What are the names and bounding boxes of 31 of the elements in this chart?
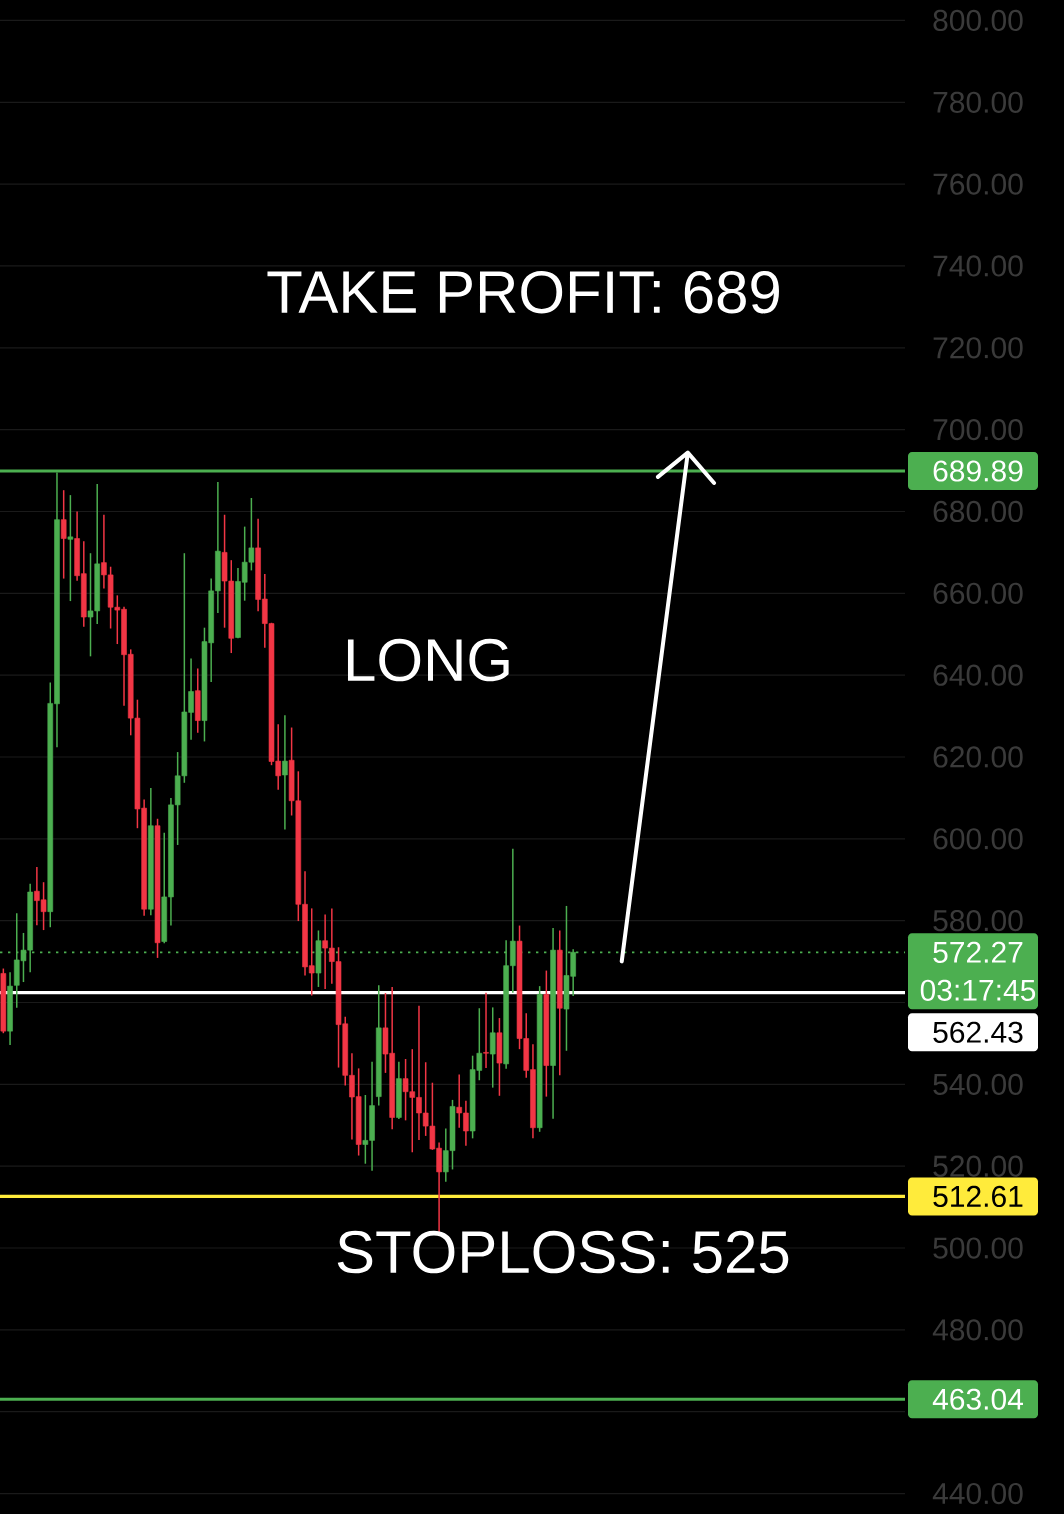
y-tick-label: 620.00 — [933, 746, 1023, 768]
ref-line-label: 689.89 — [933, 460, 1023, 482]
ref-line-label: 572.27 — [933, 941, 1023, 963]
y-tick-label: 580.00 — [933, 910, 1023, 932]
candlestick — [282, 714, 288, 831]
y-tick-label: 480.00 — [932, 1319, 1023, 1341]
candlestick — [489, 1006, 496, 1089]
ref-line-label: 512.61 — [933, 1185, 1023, 1208]
y-tick-label: 740.00 — [933, 255, 1023, 277]
text: 03:17:45 — [920, 979, 1036, 1001]
y-tick-label: 600.00 — [933, 828, 1023, 850]
annotation: LONG — [347, 638, 509, 682]
y-tick-label: 700.00 — [933, 419, 1023, 441]
y-tick-label: 640.00 — [933, 664, 1023, 686]
candlestick — [60, 489, 67, 580]
ref-line-label: 562.43 — [933, 1021, 1023, 1043]
candlestick — [67, 494, 74, 602]
candlestick — [483, 991, 489, 1069]
annotation: STOPLOSS: 525 — [337, 1230, 789, 1274]
y-tick-label: 720.00 — [933, 337, 1023, 359]
y-tick-label: 540.00 — [933, 1073, 1023, 1095]
y-tick-label: 780.00 — [933, 91, 1023, 113]
annotation: TAKE PROFIT: 689 — [267, 270, 779, 314]
y-tick-label: 800.00 — [933, 9, 1023, 32]
y-tick-label: 520.00 — [933, 1155, 1023, 1177]
y-tick-label: 680.00 — [933, 500, 1023, 523]
y-tick-label: 500.00 — [933, 1237, 1023, 1259]
y-tick-label: 760.00 — [933, 173, 1023, 195]
y-tick-label: 440.00 — [932, 1482, 1023, 1505]
y-tick-label: 660.00 — [933, 582, 1023, 604]
ref-line-label: 463.04 — [932, 1388, 1023, 1410]
